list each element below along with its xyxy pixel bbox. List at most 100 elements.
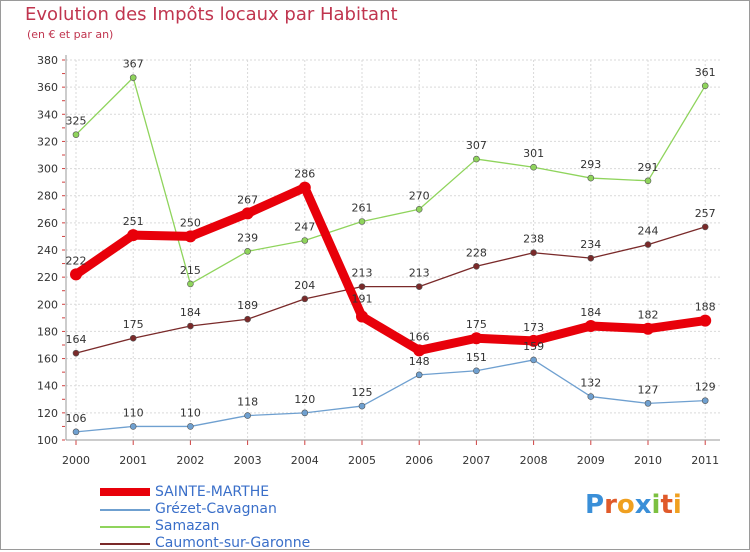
data-label: 213	[352, 267, 373, 280]
data-point	[701, 223, 709, 231]
data-point	[187, 280, 194, 288]
y-tick-label: 120	[37, 407, 58, 420]
logo-letter: t	[660, 490, 673, 520]
x-tick-label: 2003	[234, 454, 262, 467]
data-label: 213	[409, 267, 430, 280]
data-label: 159	[523, 340, 544, 353]
data-label: 164	[66, 333, 87, 346]
data-label: 215	[180, 264, 201, 277]
data-point	[187, 423, 194, 430]
data-point	[699, 314, 712, 327]
data-label: 151	[466, 351, 487, 364]
data-label: 184	[580, 306, 601, 319]
series-line-caumont-sur-garonne	[75, 226, 706, 354]
data-point	[70, 268, 82, 281]
tick-labels: 100 120 140 160 180 200 220 240 260 280 300 320 340 3…	[37, 54, 719, 467]
data-point	[415, 205, 423, 213]
data-point	[587, 254, 595, 262]
x-tick-label: 2001	[119, 454, 147, 467]
data-point	[701, 82, 709, 90]
data-point	[298, 181, 311, 194]
data-label: 261	[352, 202, 373, 215]
y-tick-label: 260	[37, 217, 58, 230]
data-label: 244	[638, 225, 659, 238]
data-point	[473, 367, 480, 375]
x-tick-label: 2009	[577, 454, 605, 467]
data-point	[358, 402, 366, 410]
y-tick-label: 160	[37, 353, 58, 366]
y-tick-label: 220	[37, 271, 58, 284]
data-label: 361	[695, 66, 716, 79]
data-label: 175	[466, 318, 487, 331]
data-point	[72, 349, 80, 357]
logo-letter: x	[634, 490, 652, 520]
data-label: 239	[237, 231, 258, 244]
data-label: 257	[695, 207, 716, 220]
proxiti-logo: Proxiti	[585, 490, 682, 520]
data-label: 110	[180, 406, 201, 419]
data-label: 251	[123, 215, 144, 228]
data-label: 182	[638, 309, 659, 322]
data-point	[584, 320, 597, 332]
legend-label: Caumont-sur-Garonne	[155, 535, 311, 551]
data-label: 238	[523, 233, 544, 246]
data-point	[129, 74, 137, 81]
logo-letter: o	[616, 490, 635, 520]
data-point	[184, 230, 197, 243]
legend-swatch	[100, 488, 150, 496]
data-label: 270	[409, 189, 430, 202]
x-tick-label: 2000	[62, 454, 90, 467]
data-point	[642, 322, 654, 335]
data-point	[129, 423, 137, 430]
y-tick-label: 340	[37, 108, 58, 121]
data-label: 120	[294, 393, 315, 406]
y-tick-label: 380	[37, 54, 58, 67]
y-tick-label: 180	[37, 325, 58, 338]
data-label: 118	[237, 396, 258, 409]
data-point	[530, 356, 537, 364]
data-label: 204	[294, 279, 315, 292]
data-point	[413, 344, 426, 357]
logo-letter: i	[651, 490, 661, 520]
data-label: 125	[352, 386, 373, 399]
data-label: 166	[409, 330, 430, 343]
data-point	[358, 283, 366, 290]
legend-swatch	[100, 526, 150, 528]
logo-letter: i	[672, 490, 682, 520]
chart-axes	[62, 55, 720, 445]
data-label: 148	[409, 355, 430, 368]
data-point	[187, 322, 194, 330]
x-tick-label: 2010	[634, 454, 662, 467]
data-point	[129, 334, 137, 342]
data-label: 228	[466, 246, 487, 259]
series-lines	[71, 76, 710, 433]
x-tick-label: 2006	[405, 454, 433, 467]
chart-title: Evolution des Impôts locaux par Habitant	[25, 4, 398, 25]
data-label: 189	[237, 299, 258, 312]
data-point	[473, 155, 480, 163]
x-tick-label: 2011	[691, 454, 719, 467]
data-label: 110	[123, 406, 144, 419]
data-point	[701, 397, 709, 404]
data-label: 222	[66, 254, 87, 267]
series-line-sainte-marthe	[71, 183, 710, 355]
data-label: 293	[580, 158, 601, 171]
data-label: 367	[123, 58, 144, 71]
data-point	[301, 409, 309, 417]
data-point	[356, 310, 368, 323]
x-tick-label: 2005	[348, 454, 376, 467]
logo-letter: r	[604, 490, 617, 520]
data-point	[644, 177, 652, 185]
y-tick-label: 240	[37, 244, 58, 257]
y-tick-label: 360	[37, 81, 58, 94]
chart-grid	[66, 59, 720, 441]
data-point	[587, 174, 595, 182]
data-label: 127	[638, 383, 659, 396]
data-label: 267	[237, 193, 258, 206]
data-point	[470, 332, 483, 345]
data-label: 129	[695, 381, 716, 394]
series-points	[70, 74, 712, 436]
logo-letter: P	[585, 490, 605, 520]
data-point	[644, 400, 652, 407]
